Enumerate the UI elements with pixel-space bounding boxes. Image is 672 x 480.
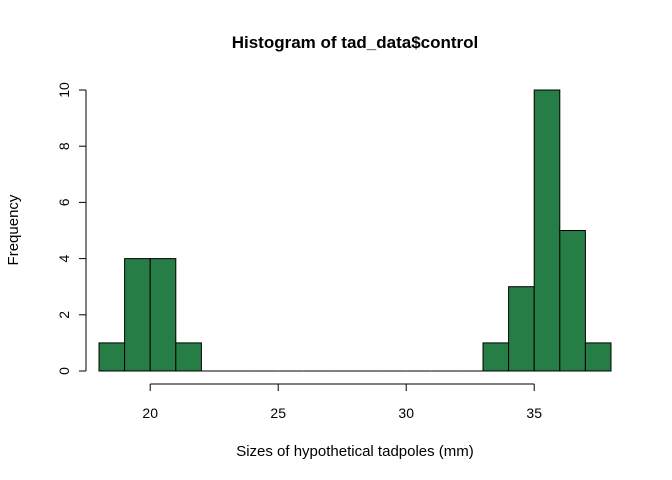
x-tick-label: 35	[526, 405, 542, 421]
y-axis: 0 2 4 6 8 10	[56, 82, 87, 375]
y-axis-label: Frequency	[5, 194, 22, 265]
y-tick-label: 4	[56, 254, 72, 262]
histogram-bar	[559, 230, 586, 372]
y-tick-label: 6	[56, 198, 72, 206]
x-tick-label: 30	[398, 405, 414, 421]
y-tick-label: 2	[56, 311, 72, 319]
histogram-bar	[124, 258, 151, 372]
y-tick-label: 10	[56, 82, 72, 98]
x-axis: 20 25 30 35	[142, 383, 542, 421]
histogram-bar	[149, 258, 177, 372]
histogram-bar	[508, 286, 535, 372]
y-tick-label: 8	[56, 142, 72, 150]
chart-title: Histogram of tad_data$control	[232, 33, 479, 52]
histogram-bar	[175, 342, 202, 372]
x-tick-label: 20	[142, 405, 158, 421]
histogram-bar	[98, 342, 126, 372]
histogram-bar	[584, 342, 612, 372]
histogram-bar	[533, 89, 561, 372]
histogram-bar	[482, 342, 510, 372]
y-tick-label: 0	[56, 367, 72, 375]
x-tick-label: 25	[270, 405, 286, 421]
x-axis-label: Sizes of hypothetical tadpoles (mm)	[236, 443, 474, 460]
bars	[98, 89, 612, 372]
